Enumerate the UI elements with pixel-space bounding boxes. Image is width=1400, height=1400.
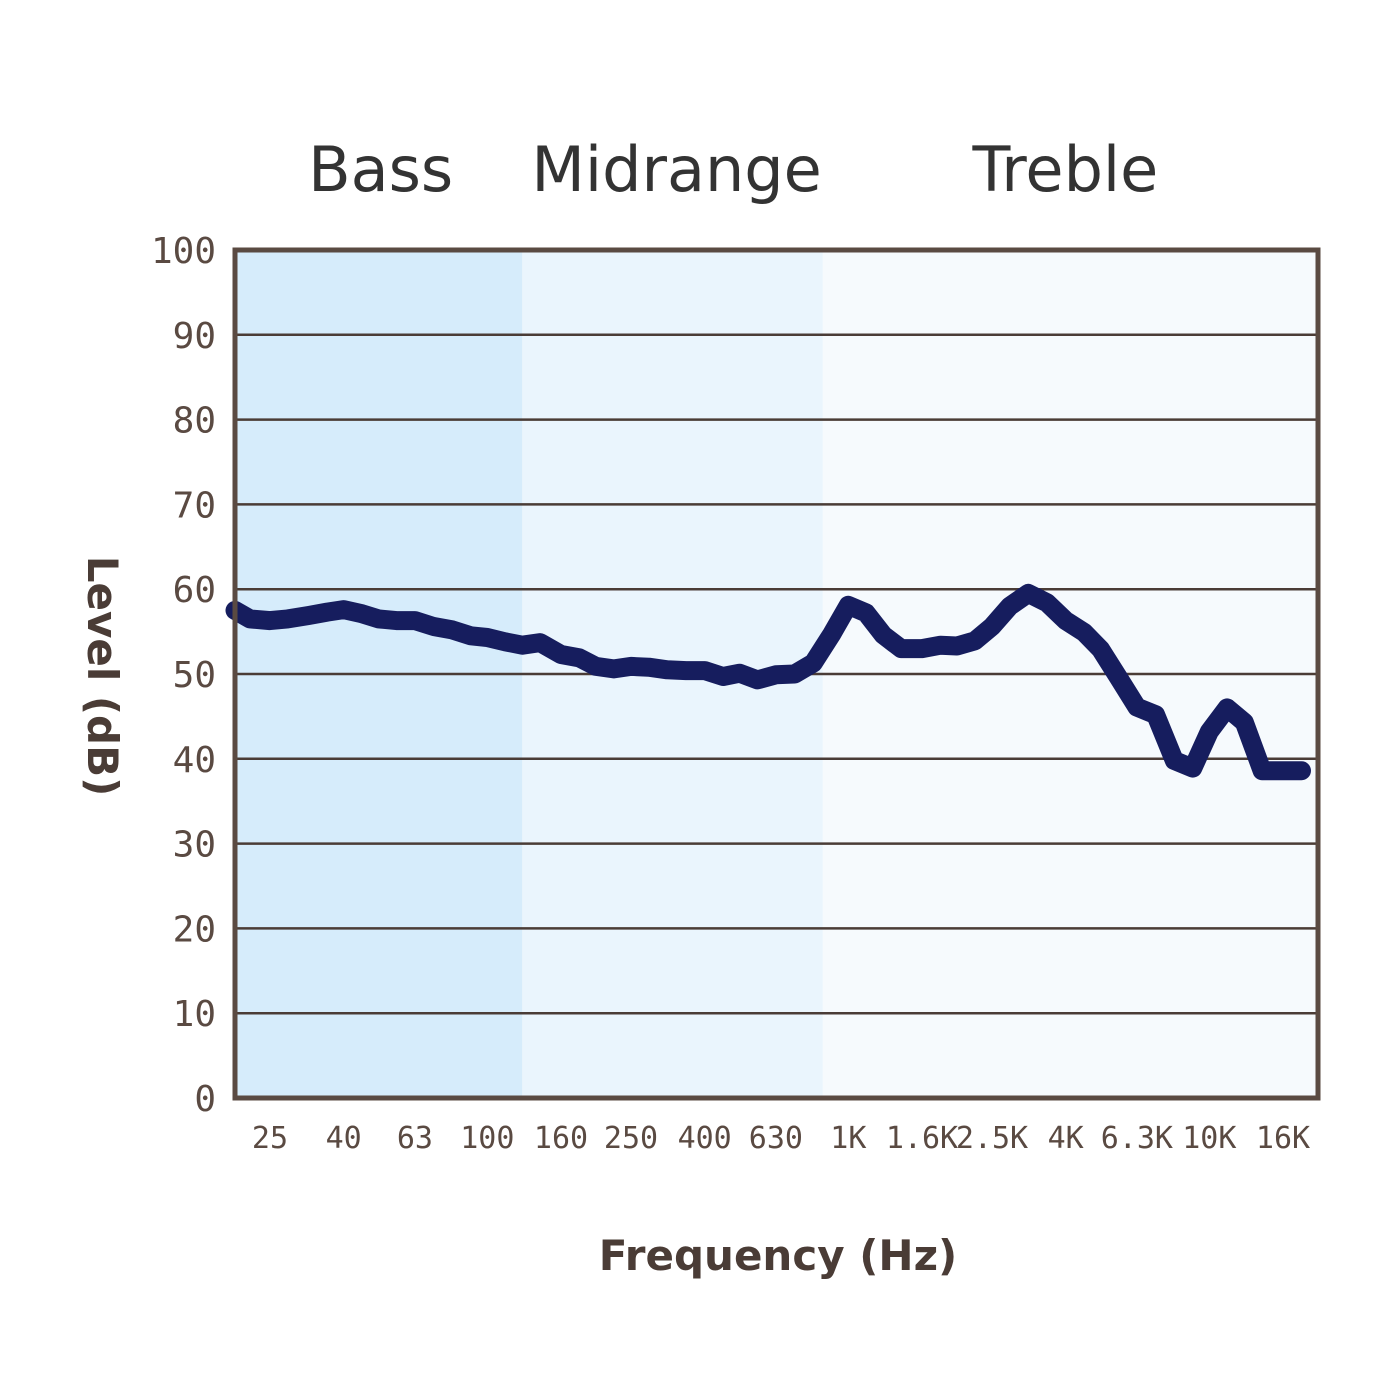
x-tick-label: 1K bbox=[830, 1121, 866, 1156]
y-tick-label: 20 bbox=[173, 909, 216, 950]
band-label-bass: Bass bbox=[308, 133, 453, 206]
x-tick-label: 6.3K bbox=[1101, 1121, 1173, 1156]
y-tick-label: 0 bbox=[194, 1079, 216, 1120]
x-tick-labels: 25 40 63 100 160 250 400 630 1K 1.6K2.5K 4K 6.3K 10K… bbox=[252, 1121, 1310, 1156]
band-label-treble: Treble bbox=[972, 133, 1159, 206]
x-tick-label: 10K bbox=[1182, 1121, 1236, 1156]
x-tick-label: 630 bbox=[749, 1121, 803, 1156]
x-tick-label: 4K bbox=[1048, 1121, 1084, 1156]
y-tick-labels: 0 10 20 30 40 50 60 70 80 90 100 bbox=[151, 231, 216, 1120]
x-tick-label: 2.5K bbox=[956, 1121, 1028, 1156]
series-layer bbox=[225, 583, 1311, 781]
y-tick-label: 50 bbox=[173, 655, 216, 696]
x-tick-label: 1.6K bbox=[886, 1121, 958, 1156]
y-tick-label: 80 bbox=[173, 401, 216, 442]
y-tick-label: 40 bbox=[173, 740, 216, 781]
y-tick-label: 90 bbox=[173, 316, 216, 357]
x-tick-label: 250 bbox=[604, 1121, 658, 1156]
y-tick-label: 30 bbox=[173, 825, 216, 866]
y-tick-label: 60 bbox=[173, 570, 216, 611]
band-label-midrange: Midrange bbox=[531, 133, 821, 206]
y-tick-label: 100 bbox=[151, 231, 216, 272]
x-axis-title: Frequency (Hz) bbox=[599, 1231, 957, 1280]
y-tick-label: 70 bbox=[173, 485, 216, 526]
plot-frame bbox=[232, 247, 1321, 1101]
x-tick-label: 160 bbox=[534, 1121, 588, 1156]
plot-border bbox=[232, 247, 1321, 1101]
x-tick-label: 25 bbox=[252, 1121, 288, 1156]
x-tick-label: 63 bbox=[397, 1121, 433, 1156]
y-tick-label: 10 bbox=[173, 994, 216, 1035]
x-tick-label: 40 bbox=[326, 1121, 362, 1156]
x-tick-label: 400 bbox=[678, 1121, 732, 1156]
y-axis-title: Level (dB) bbox=[78, 556, 127, 797]
band-labels: Bass Midrange Treble bbox=[308, 133, 1158, 206]
x-tick-label: 100 bbox=[460, 1121, 514, 1156]
x-tick-label: 16K bbox=[1256, 1121, 1310, 1156]
series-line-0 bbox=[225, 583, 1311, 781]
